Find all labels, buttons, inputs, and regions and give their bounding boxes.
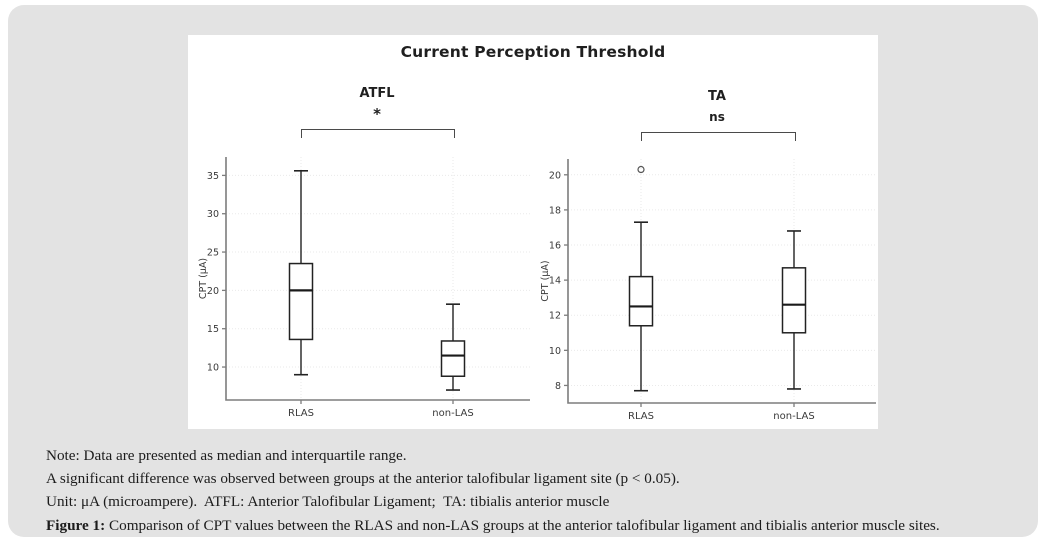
chart-title: Current Perception Threshold (400, 43, 666, 61)
figure-card: Current Perception Threshold 10 15 20 25 30 3… (8, 5, 1038, 537)
significance-label-ta: ns (709, 110, 725, 124)
x-category-label: RLAS (628, 411, 654, 422)
y-tick-label: 25 (207, 248, 219, 259)
note-line-3: Unit: μA (microampere). ATFL: Anterior T… (46, 493, 610, 511)
panel-label-atfl: ATFL (359, 86, 395, 101)
y-tick-label: 16 (549, 241, 561, 252)
y-axis-title: CPT (μA) (198, 258, 209, 299)
x-category-label: non-LAS (432, 408, 473, 419)
axis-line (225, 157, 530, 401)
iqr-box (628, 275, 654, 327)
figure-caption-prefix: Figure 1: (46, 516, 106, 534)
figure-caption-text: Comparison of CPT values between the RLA… (105, 516, 940, 534)
y-tick-label: 15 (207, 324, 219, 335)
y-tick-label: 8 (555, 381, 561, 392)
y-tick-label: 35 (207, 171, 219, 182)
axis-line (567, 159, 876, 404)
iqr-box (440, 340, 466, 377)
box-non-LAS (440, 303, 466, 391)
y-axis-title: CPT (μA) (540, 260, 551, 301)
figure-notes: Note: Data are presented as median and i… (46, 444, 1036, 537)
y-tick-label: 14 (549, 276, 561, 287)
significance-bracket-ta (641, 132, 796, 141)
y-tick-label: 18 (549, 205, 561, 216)
note-line-2: A significant difference was observed be… (46, 470, 680, 488)
x-category-label: RLAS (288, 408, 314, 419)
x-category-label: non-LAS (773, 411, 814, 422)
y-tick-label: 10 (207, 363, 219, 374)
significance-label-atfl: * (373, 105, 381, 123)
chart-panel: Current Perception Threshold 10 15 20 25 30 3… (188, 35, 878, 429)
boxplot-svg: 10 15 20 25 30 35 CPT (μA) RLAS non-LAS 8 10 12 14 16… (198, 157, 876, 422)
box-RLAS (288, 169, 314, 376)
y-tick-label: 10 (549, 346, 561, 357)
note-line-1: Note: Data are presented as median and i… (46, 447, 407, 464)
subplot-TA: 8 10 12 14 16 18 20 CPT (μA) RLAS non-LAS (540, 159, 876, 422)
subplot-ATFL: 10 15 20 25 30 35 CPT (μA) RLAS non-LAS (198, 157, 530, 419)
significance-bracket-atfl (301, 129, 455, 138)
panel-label-ta: TA (708, 89, 726, 104)
y-tick-label: 30 (207, 209, 219, 220)
note-line-4: Figure 1: Comparison of CPT values betwe… (46, 514, 1036, 537)
iqr-box (781, 267, 807, 334)
iqr-box (288, 262, 314, 341)
box-RLAS (628, 165, 654, 392)
y-tick-label: 20 (207, 286, 219, 297)
outlier-point (637, 165, 645, 174)
y-tick-label: 12 (549, 311, 561, 322)
y-tick-label: 20 (549, 170, 561, 181)
box-non-LAS (781, 230, 807, 390)
